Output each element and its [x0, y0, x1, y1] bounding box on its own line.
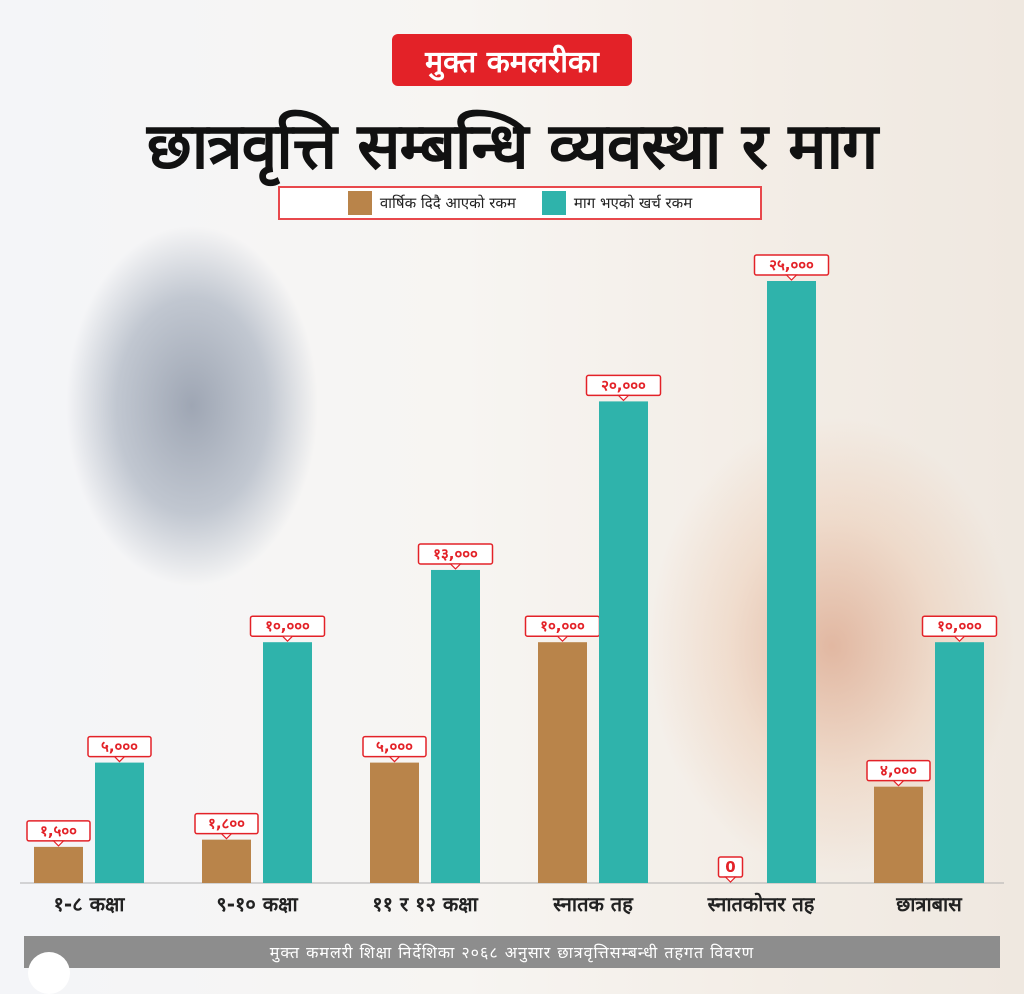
data-label-pointer-1-4: [785, 274, 798, 281]
data-label-demanded-1: १०,०००: [265, 617, 310, 635]
x-tick-label-2: ११ र १२ कक्षा: [372, 892, 478, 916]
data-label-pointer-1-5: [953, 635, 966, 643]
bar-given-3: [538, 642, 587, 883]
page-title: छात्रवृत्ति सम्बन्धि व्यवस्था र माग: [146, 110, 878, 184]
data-label-pointer-1-3: [617, 394, 630, 402]
x-tick-label-3: स्नातक तह: [552, 892, 634, 916]
bar-demanded-1: [263, 642, 312, 883]
data-label-pointer-0-2: [388, 756, 401, 763]
bar-demanded-2: [431, 569, 480, 883]
data-label-pointer-0-0: [52, 840, 65, 847]
data-label-given-1: १,८००: [208, 815, 245, 833]
chart-legend: वार्षिक दिदै आएको रकम माग भएको खर्च रकम: [278, 186, 762, 220]
data-label-given-2: ५,०००: [376, 738, 413, 756]
data-label-demanded-5: १०,०००: [937, 617, 982, 635]
legend-label-demanded: माग भएको खर्च रकम: [573, 194, 693, 212]
data-label-pointer-0-1: [220, 833, 233, 840]
legend-item-demanded: माग भएको खर्च रकम: [541, 191, 693, 215]
data-label-pointer-0-4: [724, 876, 737, 883]
legend-swatch-demanded: [541, 191, 566, 215]
background-photo-portrait: [0, 130, 400, 730]
bar-given-1: [202, 839, 251, 883]
bar-demanded-0: [95, 762, 144, 883]
data-label-demanded-0: ५,०००: [101, 738, 138, 756]
data-label-demanded-4: २५,०००: [769, 256, 814, 274]
legend-swatch-given: [347, 191, 372, 215]
x-tick-label-1: ९-१० कक्षा: [216, 892, 298, 916]
data-label-given-4: 0: [725, 858, 735, 876]
bar-demanded-5: [935, 642, 984, 883]
bar-given-5: [874, 786, 923, 883]
header-tag: मुक्त कमलरीका: [392, 34, 632, 86]
legend-label-given: वार्षिक दिदै आएको रकम: [379, 194, 516, 212]
data-label-demanded-2: १३,०००: [433, 545, 478, 563]
bar-given-2: [370, 762, 419, 883]
bar-given-0: [34, 846, 83, 883]
x-tick-label-0: १-८ कक्षा: [54, 892, 126, 916]
data-label-given-3: १०,०००: [540, 617, 585, 635]
footer-logo-circle: [28, 952, 70, 994]
data-label-given-5: ४,०००: [880, 762, 917, 780]
data-label-pointer-1-0: [113, 756, 126, 763]
x-tick-label-4: स्नातकोत्तर तह: [707, 892, 816, 916]
bar-demanded-4: [767, 281, 816, 883]
source-footer: मुक्त कमलरी शिक्षा निर्देशिका २०६८ अनुसा…: [24, 936, 1000, 968]
x-tick-label-5: छात्राबास: [895, 892, 963, 916]
bar-chart: १,५०० ५,००० १-८ कक्षा १,८०० १०,००० ९-१० कक्षा…: [20, 254, 1004, 916]
bar-demanded-3: [599, 401, 648, 883]
data-label-given-0: १,५००: [40, 822, 77, 840]
data-label-pointer-1-1: [281, 635, 294, 643]
data-label-pointer-0-3: [556, 635, 569, 643]
data-label-pointer-1-2: [449, 563, 462, 570]
data-label-pointer-0-5: [892, 780, 905, 787]
legend-item-given: वार्षिक दिदै आएको रकम: [347, 191, 516, 215]
data-label-demanded-3: २०,०००: [601, 376, 646, 394]
